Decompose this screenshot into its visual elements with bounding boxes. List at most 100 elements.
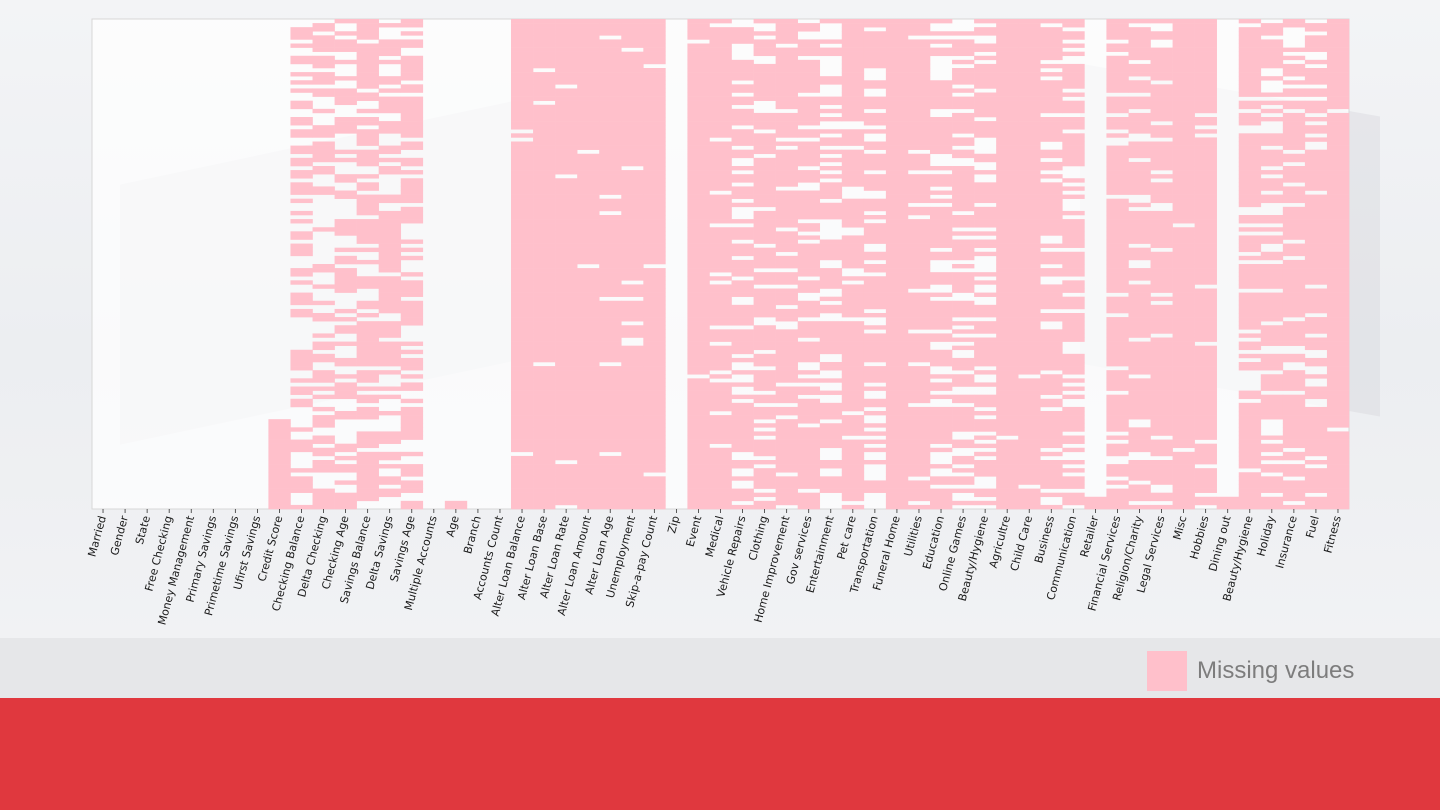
missing-cell <box>1326 488 1350 493</box>
missing-cell <box>996 251 1019 257</box>
missing-cell <box>1150 280 1173 285</box>
missing-cell <box>400 374 424 379</box>
missing-cell <box>577 35 600 40</box>
missing-cell <box>577 398 600 404</box>
missing-cell <box>731 419 754 424</box>
missing-cell <box>885 337 909 342</box>
missing-cell <box>1194 398 1217 404</box>
missing-cell <box>1062 447 1085 453</box>
missing-cell <box>952 182 975 187</box>
missing-cell <box>533 239 556 244</box>
missing-cell <box>709 349 732 355</box>
missing-cell <box>863 96 887 101</box>
missing-cell <box>1194 215 1217 220</box>
missing-cell <box>643 96 666 101</box>
missing-cell <box>1150 59 1173 65</box>
missing-cell <box>753 174 776 179</box>
missing-cell <box>599 402 622 408</box>
missing-cell <box>1018 35 1041 40</box>
missing-cell <box>1150 96 1173 101</box>
missing-cell <box>1194 480 1217 485</box>
missing-cell <box>974 219 997 224</box>
missing-cell <box>1194 460 1217 465</box>
missing-cell <box>643 174 666 179</box>
missing-cell <box>1018 141 1041 146</box>
missing-cell <box>1128 300 1151 306</box>
missing-cell <box>511 439 534 444</box>
missing-cell <box>1238 186 1262 191</box>
missing-cell <box>356 313 379 318</box>
missing-cell <box>885 198 909 204</box>
missing-cell <box>1260 308 1284 314</box>
missing-cell <box>930 227 953 232</box>
missing-cell <box>1040 419 1063 424</box>
missing-cell <box>1326 27 1350 32</box>
missing-cell <box>1018 345 1041 351</box>
missing-cell <box>885 472 909 477</box>
missing-cell <box>1260 480 1284 485</box>
missing-cell <box>378 304 402 310</box>
missing-cell <box>841 202 865 208</box>
missing-cell <box>1172 321 1195 326</box>
missing-cell <box>1106 468 1129 473</box>
missing-cell <box>709 321 732 326</box>
missing-cell <box>1128 431 1151 436</box>
missing-cell <box>1018 145 1041 150</box>
missing-cell <box>555 68 578 73</box>
missing-cell <box>687 496 710 502</box>
missing-cell <box>907 439 931 444</box>
missing-cell <box>819 174 843 179</box>
missing-cell <box>885 333 909 338</box>
missing-cell <box>952 411 975 416</box>
missing-cell <box>775 308 798 314</box>
missing-cell <box>1282 121 1306 126</box>
missing-cell <box>621 174 644 179</box>
missing-cell <box>1216 504 1240 510</box>
missing-cell <box>599 431 622 436</box>
missing-cell <box>334 362 357 367</box>
missing-cell <box>709 398 732 404</box>
missing-cell <box>841 349 865 355</box>
missing-cell <box>1304 149 1328 155</box>
missing-cell <box>1172 243 1195 248</box>
missing-cell <box>930 427 953 432</box>
missing-cell <box>1326 194 1350 199</box>
missing-cell <box>1194 174 1217 179</box>
missing-cell <box>1326 72 1350 77</box>
missing-cell <box>709 492 732 498</box>
missing-cell <box>599 198 622 204</box>
missing-cell <box>533 398 556 404</box>
missing-cell <box>334 443 357 449</box>
missing-cell <box>268 504 291 510</box>
missing-cell <box>841 68 865 73</box>
missing-cell <box>577 496 600 502</box>
missing-cell <box>599 161 622 167</box>
missing-cell <box>378 492 402 498</box>
missing-cell <box>885 39 909 44</box>
missing-cell <box>753 170 776 175</box>
missing-cell <box>907 39 931 44</box>
missing-cell <box>709 202 732 208</box>
missing-cell <box>687 202 710 208</box>
missing-cell <box>1326 276 1350 281</box>
missing-cell <box>1150 464 1173 469</box>
missing-cell <box>885 415 909 420</box>
missing-cell <box>621 55 644 61</box>
missing-cell <box>841 153 865 159</box>
missing-cell <box>356 304 379 310</box>
missing-cell <box>885 357 909 363</box>
missing-cell <box>1150 161 1173 167</box>
missing-cell <box>643 153 666 159</box>
missing-cell <box>1172 300 1195 306</box>
missing-cell <box>599 251 622 257</box>
missing-cell <box>599 157 622 163</box>
missing-cell <box>885 219 909 224</box>
missing-cell <box>952 247 975 253</box>
missing-cell <box>907 47 931 52</box>
missing-cell <box>1128 464 1151 469</box>
missing-cell <box>577 455 600 461</box>
missing-cell <box>511 353 534 359</box>
missing-cell <box>1128 272 1151 277</box>
missing-cell <box>1128 27 1151 32</box>
missing-cell <box>974 325 997 330</box>
